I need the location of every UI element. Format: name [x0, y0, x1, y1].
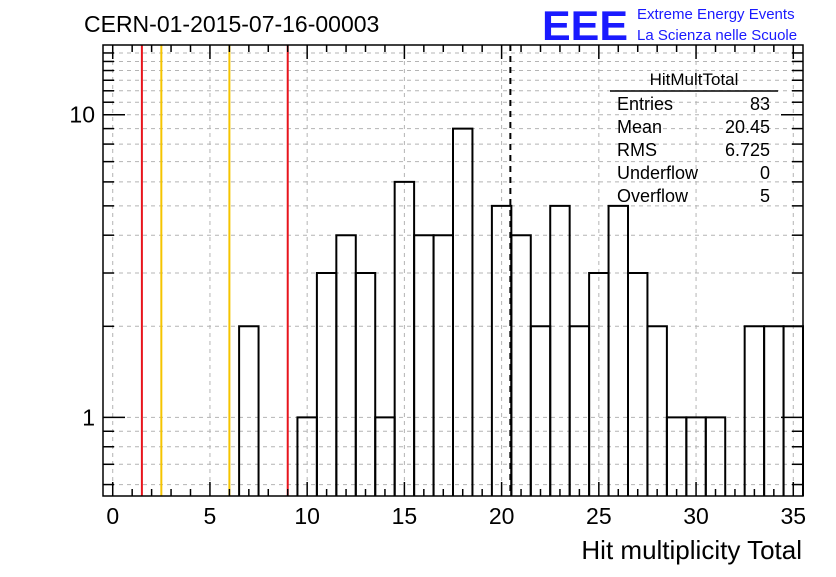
histogram-bin	[607, 204, 629, 496]
x-tick-label: 35	[780, 503, 806, 529]
x-tick-label: 10	[294, 503, 320, 529]
histogram-bin	[743, 325, 766, 496]
x-tick-label: 0	[106, 503, 119, 529]
stats-row-value: 20.45	[725, 117, 770, 137]
stats-row-label: Overflow	[617, 186, 689, 206]
histogram-bin	[763, 325, 785, 496]
y-tick-label: 1	[82, 404, 95, 430]
x-tick-label: 5	[204, 503, 217, 529]
histogram-bin	[510, 234, 532, 496]
stats-row-label: Underflow	[617, 163, 699, 183]
histogram-bin	[529, 325, 552, 496]
x-tick-label: 30	[683, 503, 709, 529]
x-axis-label: Hit multiplicity Total	[581, 535, 802, 565]
stats-rows: Entries 83 Mean 20.45 RMS 6.725 Underflow 0 Over…	[617, 94, 770, 206]
histogram-bin	[704, 416, 727, 496]
x-tick-label: 25	[586, 503, 612, 529]
logo-eee: EEE	[542, 2, 628, 49]
histogram-bin	[568, 325, 591, 496]
stats-title: HitMultTotal	[650, 70, 739, 89]
stats-row-value: 5	[760, 186, 770, 206]
axis-ticks	[103, 45, 803, 496]
tick-labels: 0 5 10 15 20 25 30 35 1 10	[69, 102, 806, 529]
histogram-bin	[549, 204, 571, 496]
grid-layer	[103, 45, 803, 496]
x-tick-label: 20	[489, 503, 515, 529]
histogram-bin	[452, 127, 474, 496]
stats-row-label: RMS	[617, 140, 657, 160]
logo-line1: Extreme Energy Events	[637, 6, 795, 23]
stats-row-label: Entries	[617, 94, 673, 114]
stats-row-value: 0	[760, 163, 770, 183]
x-tick-label: 15	[392, 503, 418, 529]
histogram-bin	[665, 416, 688, 496]
stats-row-value: 83	[750, 94, 770, 114]
stats-box: HitMultTotal Entries 83 Mean 20.45 RMS 6.725 U…	[610, 70, 778, 206]
logo-line2: La Scienza nelle Scuole	[637, 27, 797, 44]
histogram-bin	[354, 272, 377, 496]
histogram-bin	[413, 234, 435, 496]
histogram-bin	[646, 325, 668, 496]
stats-row-label: Mean	[617, 117, 662, 137]
histogram-bars	[238, 127, 804, 496]
histogram-bin	[238, 325, 260, 496]
y-tick-label: 10	[69, 102, 95, 128]
histogram-bin	[627, 272, 649, 496]
stats-row-value: 6.725	[725, 140, 770, 160]
histogram-bin	[432, 234, 454, 496]
plot-frame	[102, 44, 804, 497]
histogram-bin	[335, 234, 357, 496]
threshold-lines	[140, 45, 512, 496]
histogram-bin	[315, 272, 338, 496]
run-title: CERN-01-2015-07-16-00003	[84, 11, 379, 37]
eee-logo: EEE Extreme Energy Events La Scienza nel…	[542, 2, 797, 49]
